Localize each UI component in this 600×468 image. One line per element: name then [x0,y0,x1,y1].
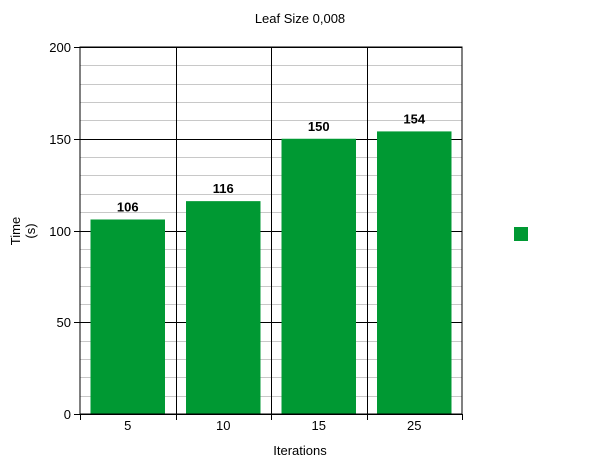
data-label: 116 [213,181,234,196]
bar-15 [281,138,356,414]
x-tick-label: 5 [124,418,131,433]
y-axis-label-line-1: Time [8,217,23,245]
bar-10 [186,201,261,414]
data-labels: 106 116 150 154 [117,111,426,214]
data-label: 106 [117,199,139,214]
legend [514,227,528,241]
x-tick-label: 15 [312,418,326,433]
y-axis-label: Time (s) [8,217,38,245]
x-tick-label: 10 [216,418,230,433]
plot-frame [79,46,463,415]
y-tick-label: 0 [64,407,71,422]
category-separators [176,47,368,414]
x-axis-ticks: 5 10 15 25 [80,414,463,433]
y-axis-ticks: 0 50 100 150 200 [49,40,80,422]
y-tick-label: 50 [57,315,71,330]
y-tick-label: 100 [49,224,71,239]
bar-5 [90,219,165,414]
chart-title: Leaf Size 0,008 [255,11,345,26]
legend-swatch [514,227,528,241]
y-tick-label: 150 [49,132,71,147]
x-axis-label: Iterations [273,443,327,458]
data-label: 150 [308,119,330,134]
bar-25 [377,131,452,414]
bars [90,131,452,414]
x-tick-label: 25 [407,418,421,433]
y-axis-label-line-2: (s) [23,223,38,238]
y-tick-label: 200 [49,40,71,55]
data-label: 154 [403,111,425,126]
